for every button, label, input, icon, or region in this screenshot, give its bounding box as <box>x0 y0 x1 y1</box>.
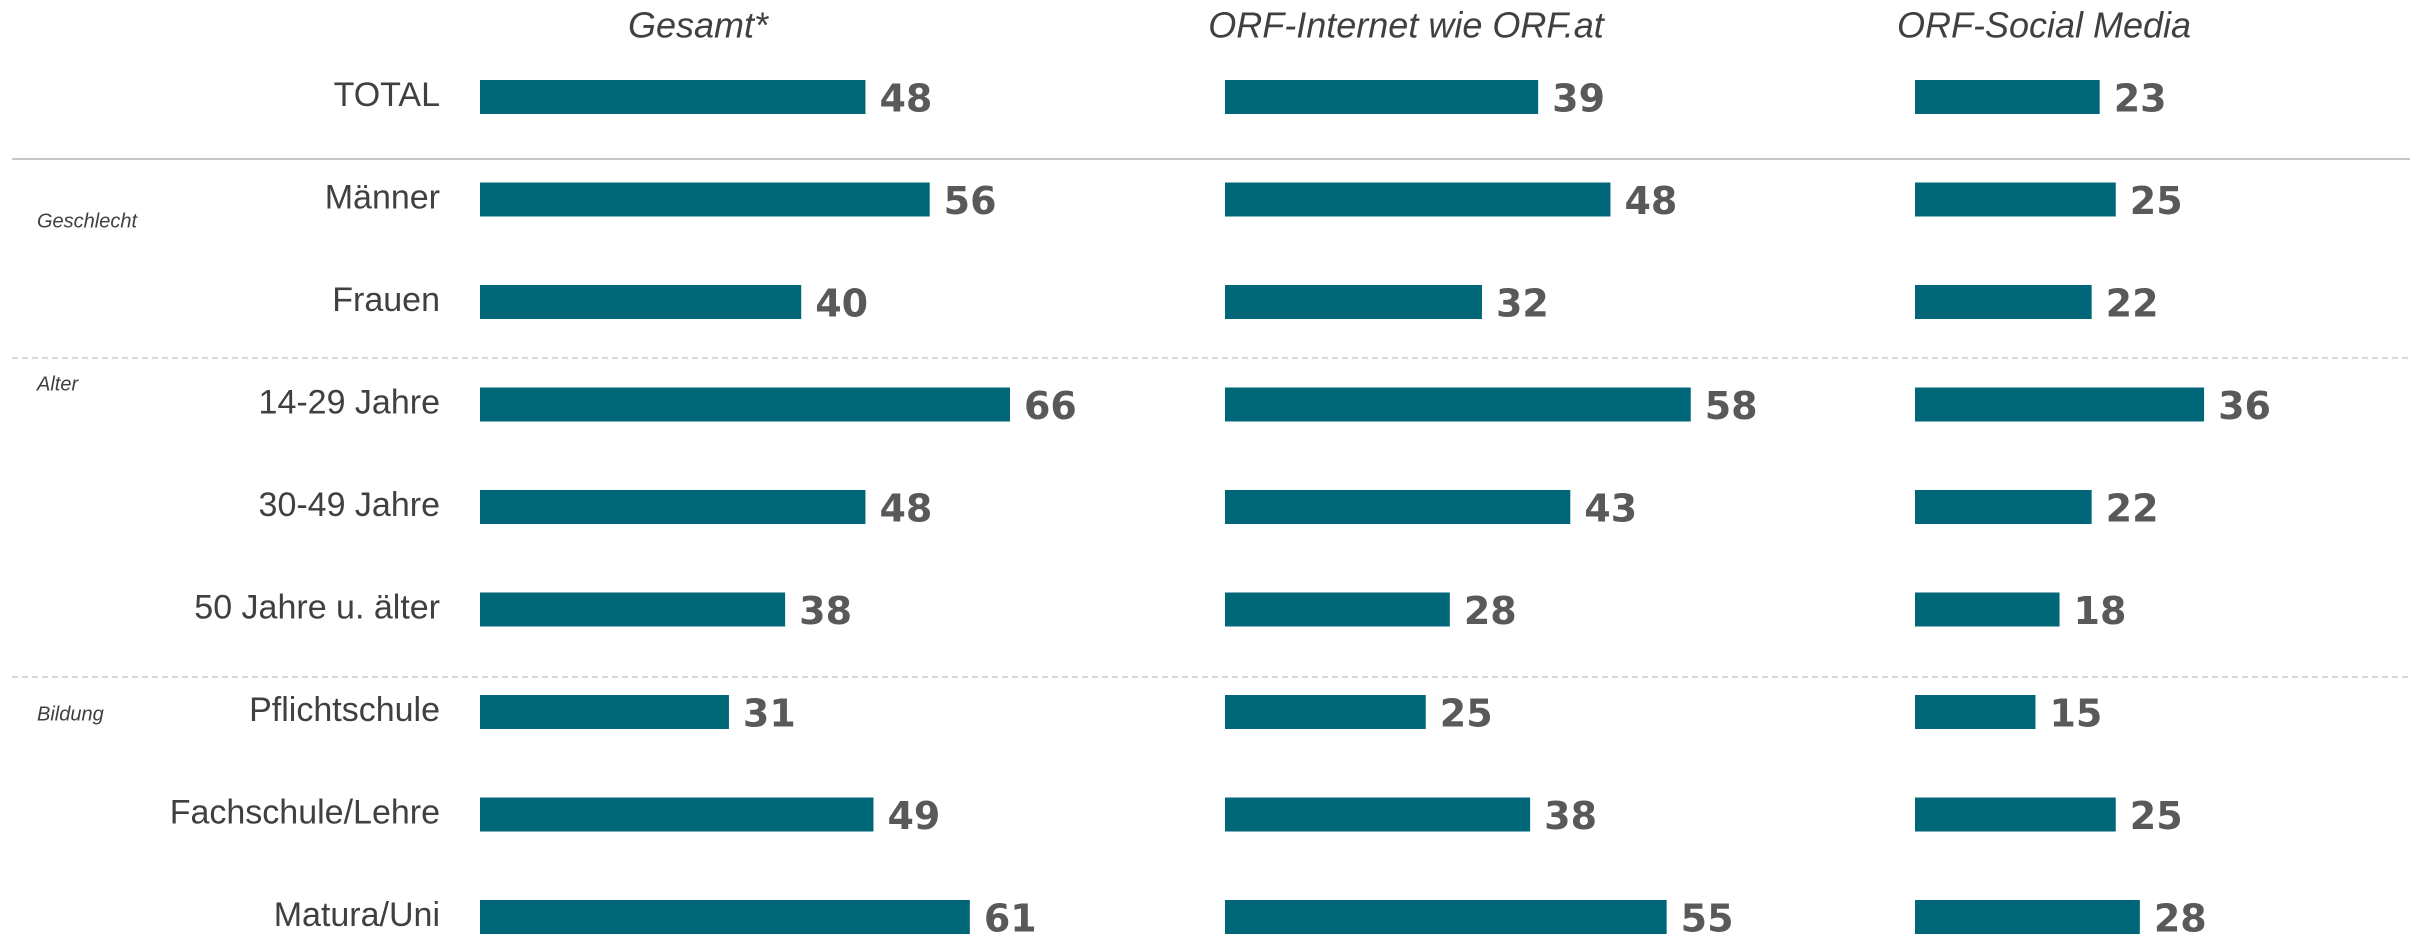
category-label: 50 Jahre u. älter <box>194 588 440 626</box>
category-label: TOTAL <box>334 76 440 114</box>
group-label: Bildung <box>37 703 104 725</box>
value-label: 39 <box>1552 77 1605 121</box>
bar <box>1915 80 2100 114</box>
value-label: 61 <box>984 897 1037 941</box>
category-label: Matura/Uni <box>274 896 440 934</box>
value-label: 18 <box>2074 589 2127 633</box>
category-label: Männer <box>325 178 440 216</box>
value-label: 25 <box>2130 179 2183 223</box>
group-label: Geschlecht <box>37 210 138 232</box>
column-header: ORF-Social Media <box>1897 5 2191 46</box>
value-label: 23 <box>2114 77 2167 121</box>
bar <box>1225 695 1426 729</box>
bar <box>1915 387 2205 422</box>
bar <box>1225 80 1539 114</box>
category-label: Fachschule/Lehre <box>170 793 440 831</box>
bar <box>1915 182 2116 217</box>
value-label: 48 <box>879 77 932 121</box>
value-label: 55 <box>1681 897 1734 941</box>
value-label: 48 <box>1624 179 1677 223</box>
value-label: 58 <box>1705 384 1758 428</box>
bar <box>1225 592 1450 627</box>
bar <box>1225 387 1691 422</box>
value-label: 28 <box>2154 897 2207 941</box>
value-label: 28 <box>1464 589 1517 633</box>
column-header: Gesamt* <box>628 5 769 46</box>
bar <box>1915 592 2060 627</box>
bar <box>1915 285 2092 319</box>
column-header: ORF-Internet wie ORF.at <box>1208 5 1605 46</box>
bar <box>480 285 802 319</box>
bar <box>480 695 729 729</box>
category-label: Pflichtschule <box>249 691 440 729</box>
value-label: 38 <box>799 589 852 633</box>
group-label: Alter <box>36 373 79 395</box>
value-label: 48 <box>879 487 932 531</box>
bar <box>1915 490 2092 524</box>
value-label: 38 <box>1544 794 1597 838</box>
value-label: 56 <box>944 179 997 223</box>
value-label: 31 <box>743 692 796 736</box>
bar <box>1915 900 2140 934</box>
bar <box>480 900 970 934</box>
bar <box>480 182 930 217</box>
category-label: 30-49 Jahre <box>259 486 440 524</box>
bar <box>480 80 866 114</box>
value-label: 43 <box>1584 487 1637 531</box>
category-label: Frauen <box>332 281 440 319</box>
bar <box>1225 490 1571 524</box>
bar <box>1915 797 2116 832</box>
value-label: 22 <box>2106 282 2159 326</box>
value-label: 49 <box>887 794 940 838</box>
bar <box>480 797 874 832</box>
bar <box>480 592 786 627</box>
value-label: 32 <box>1496 282 1549 326</box>
value-label: 25 <box>1440 692 1493 736</box>
bar <box>480 490 866 524</box>
bar <box>1225 182 1611 217</box>
bar <box>1225 797 1531 832</box>
value-label: 25 <box>2130 794 2183 838</box>
category-label: 14-29 Jahre <box>259 383 440 421</box>
value-label: 22 <box>2106 487 2159 531</box>
bar <box>1225 285 1482 319</box>
value-label: 36 <box>2218 384 2271 428</box>
bar <box>480 387 1010 422</box>
bar <box>1225 900 1667 934</box>
value-label: 66 <box>1024 384 1077 428</box>
bar <box>1915 695 2036 729</box>
value-label: 15 <box>2049 692 2102 736</box>
value-label: 40 <box>815 282 868 326</box>
